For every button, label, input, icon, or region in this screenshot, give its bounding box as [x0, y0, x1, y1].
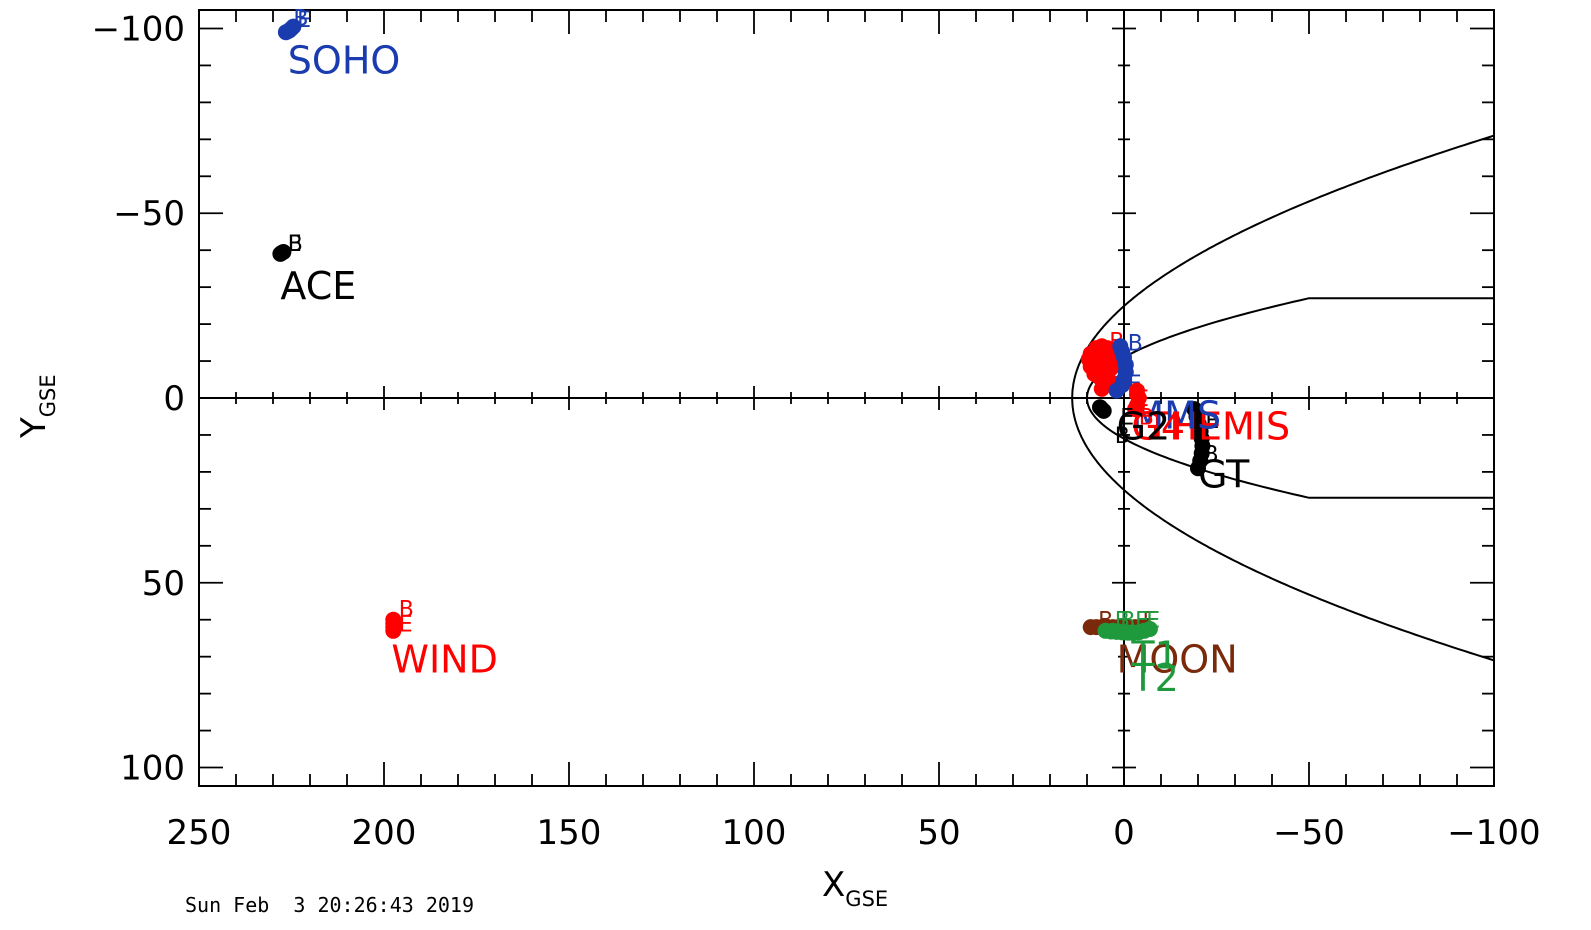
series-label: T2	[1130, 656, 1178, 700]
series-begin-marker: B	[1128, 332, 1143, 357]
series-end-marker: E	[1120, 406, 1134, 431]
series-point	[277, 24, 294, 41]
x-axis-label: XGSE	[822, 865, 888, 911]
series-begin-marker: B	[1139, 406, 1154, 431]
series-begin-marker: B	[1204, 442, 1219, 467]
series-point	[1121, 624, 1138, 641]
x-tick-label: −50	[1273, 813, 1345, 853]
y-tick-label: 100	[120, 749, 185, 789]
x-tick-label: 100	[722, 813, 787, 853]
series-label: THEMIS	[1145, 405, 1290, 449]
x-tick-label: 200	[352, 813, 417, 853]
x-axis-label-main: X	[822, 865, 845, 905]
series-begin-marker: B	[399, 598, 414, 623]
series-end-marker: E	[288, 232, 302, 257]
series-ace: BE ACE	[272, 232, 356, 308]
x-tick-label: 50	[917, 813, 960, 853]
series-begin-marker: B	[293, 6, 308, 31]
series-point	[385, 622, 402, 639]
series-point	[1092, 399, 1108, 416]
series-mms: BEMMS	[1108, 332, 1221, 438]
y-axis-label-sub: GSE	[36, 374, 60, 417]
axis-labels: XGSE YGSE	[14, 374, 888, 911]
series-begin-marker: B	[288, 232, 303, 257]
x-tick-label: 150	[537, 813, 602, 853]
y-tick-label: −50	[113, 194, 185, 234]
series-point	[1108, 382, 1125, 399]
y-tick-label: 50	[142, 564, 185, 604]
series-point	[275, 244, 292, 260]
series-label: GT	[1198, 453, 1250, 497]
series-label: G2	[1117, 405, 1171, 449]
timestamp: Sun Feb 3 20:26:43 2019	[185, 893, 474, 917]
series-label: SOHO	[288, 39, 401, 83]
series-label: G4	[1131, 405, 1185, 449]
x-tick-label: 0	[1113, 813, 1135, 853]
y-tick-label: 0	[163, 379, 185, 419]
series-soho: BE SOHO	[277, 6, 401, 83]
x-tick-label: −100	[1447, 813, 1540, 853]
series-label: WIND	[391, 637, 497, 681]
series-point	[1099, 349, 1116, 366]
series-end-marker: E	[1135, 609, 1149, 634]
series-end-marker: E	[1205, 409, 1219, 434]
axis-ticks: 250 200 150 100 50 0 −50 −100 −100 −50 0 50 100	[92, 9, 1541, 853]
series-point	[1127, 401, 1144, 418]
x-tick-label: 250	[167, 813, 232, 853]
series-layer: BESOHOBEACEBEWINDBEMOONBET1BET2BEGTBETHE…	[272, 6, 1290, 700]
series-t2: B E T2	[1104, 609, 1179, 700]
y-axis-label: YGSE	[14, 374, 60, 439]
series-point	[1141, 621, 1158, 637]
series-end-marker: E	[1146, 609, 1160, 634]
y-axis-label-main: Y	[14, 417, 54, 439]
series-label: T1	[1130, 634, 1178, 678]
series-gt: BE GT	[1186, 401, 1250, 497]
series-begin-marker: B	[1115, 424, 1130, 449]
series-point	[1190, 460, 1206, 477]
y-tick-label: −100	[92, 9, 185, 49]
x-axis-label-sub: GSE	[845, 887, 888, 911]
series-label: ACE	[280, 264, 356, 308]
series-label: MOON	[1117, 637, 1238, 681]
series-end-marker: E	[297, 8, 311, 33]
series-end-marker: E	[399, 612, 413, 637]
series-begin-marker: B	[1120, 609, 1135, 634]
series-end-marker: E	[1135, 387, 1149, 412]
series-label: MMS	[1131, 394, 1221, 438]
